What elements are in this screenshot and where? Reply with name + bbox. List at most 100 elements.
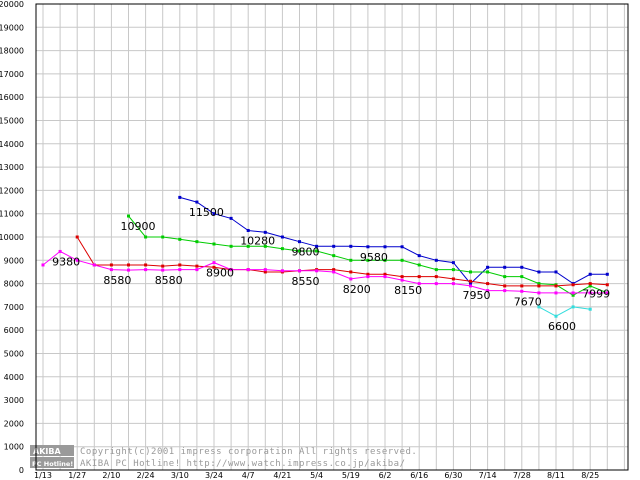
data-label: 7950 (463, 289, 491, 302)
series-point-0 (178, 195, 182, 199)
series-point-1 (263, 244, 267, 248)
series-point-3 (298, 269, 301, 273)
series-point-0 (212, 212, 216, 216)
series-point-0 (298, 240, 301, 244)
series-point-3 (469, 284, 472, 288)
data-label: 9580 (360, 251, 388, 264)
series-point-2 (451, 277, 455, 281)
series-point-1 (434, 268, 438, 272)
data-labels: 9380 8580 10900 8580 11500 8900 10280 9800 8550 9… (52, 206, 610, 333)
series-point-3 (417, 282, 421, 286)
data-label: 7999 (582, 288, 610, 301)
series-point-0 (451, 261, 455, 265)
akiba-logo-bottom-bg (30, 457, 74, 468)
x-tick-label: 1/13 (34, 471, 52, 480)
series-point-2 (212, 265, 216, 269)
series-point-1 (212, 242, 216, 246)
y-tick-label: 3000 (4, 396, 24, 405)
akiba-logo-top-bg (30, 445, 74, 456)
series-point-0 (246, 228, 250, 232)
y-tick-label: 8000 (4, 280, 24, 289)
series-point-2 (109, 263, 113, 267)
series-point-2 (144, 263, 148, 267)
series-point-3 (161, 268, 165, 272)
series-point-1 (298, 249, 301, 253)
series-point-1 (588, 284, 592, 288)
series-point-3 (588, 291, 592, 295)
series-point-3 (58, 249, 62, 253)
series-point-2 (537, 284, 541, 288)
series-point-0 (332, 244, 336, 248)
y-tick-label: 11000 (0, 210, 24, 219)
series-point-3 (315, 269, 319, 273)
x-axis-ticks: 1/13 1/27 2/10 2/24 3/10 3/24 4/7 4/21 5/4 5/19 6/… (34, 471, 599, 480)
series-point-4 (554, 314, 558, 318)
series-point-3 (520, 289, 524, 293)
series-point-1 (383, 258, 387, 262)
akiba-logo-bottom: PC Hotline! (32, 460, 73, 468)
x-tick-label: 2/10 (102, 471, 120, 480)
data-label: 8580 (103, 274, 131, 287)
data-label: 8900 (206, 267, 234, 280)
series-point-2 (486, 282, 490, 286)
series-point-1 (400, 258, 404, 262)
series-point-3 (178, 268, 182, 272)
series-point-0 (503, 265, 507, 269)
series-point-3 (434, 282, 438, 286)
series-point-0 (434, 258, 438, 262)
series-point-2 (520, 284, 524, 288)
data-label: 7670 (514, 295, 542, 308)
x-tick-label: 5/19 (342, 471, 360, 480)
series-point-3 (332, 270, 336, 274)
series-point-2 (195, 264, 199, 268)
series-point-2 (127, 263, 130, 267)
y-tick-label: 20000 (0, 0, 24, 9)
series-point-3 (109, 268, 113, 272)
series-point-2 (263, 270, 267, 274)
series-point-3 (92, 263, 96, 267)
series-point-3 (605, 291, 609, 295)
series-point-1 (571, 293, 575, 297)
akiba-logo-top: AKIBA (33, 447, 61, 456)
y-tick-label: 13000 (0, 163, 24, 172)
grid (36, 3, 628, 471)
series-point-1 (229, 244, 233, 248)
y-tick-label: 19000 (0, 23, 24, 32)
series-line-4 (538, 306, 591, 317)
series-point-1 (178, 237, 182, 241)
series-point-0 (229, 216, 233, 220)
x-tick-label: 3/10 (171, 471, 189, 480)
series-point-3 (486, 289, 490, 293)
series-point-1 (486, 270, 490, 274)
series-point-1 (161, 235, 165, 239)
series-point-1 (520, 275, 524, 279)
y-tick-label: 1000 (4, 443, 24, 452)
series-point-2 (349, 270, 353, 274)
data-label: 8550 (292, 275, 320, 288)
data-label: 10280 (240, 234, 275, 247)
x-tick-label: 7/28 (513, 471, 531, 480)
series-point-0 (366, 245, 370, 249)
series-point-3 (144, 268, 148, 272)
series-point-2 (400, 275, 404, 279)
watermark: AKIBA PC Hotline! Copyright(c)2001 impre… (30, 445, 417, 469)
x-tick-label: 8/11 (547, 471, 565, 480)
data-label: 11500 (189, 206, 224, 219)
series-point-1 (195, 240, 199, 244)
series-point-0 (315, 244, 319, 248)
series-point-3 (400, 278, 404, 282)
series-point-3 (366, 275, 370, 279)
y-tick-label: 6000 (4, 326, 24, 335)
x-tick-label: 2/24 (137, 471, 155, 480)
series-point-3 (554, 291, 558, 295)
series-point-3 (451, 282, 455, 286)
y-tick-label: 0 (19, 466, 24, 475)
series-point-1 (451, 268, 455, 272)
series-point-1 (332, 254, 336, 258)
series-point-2 (469, 279, 472, 283)
series-point-4 (537, 305, 541, 309)
y-tick-label: 10000 (0, 233, 24, 242)
series-point-0 (400, 245, 404, 249)
series-point-0 (280, 235, 284, 239)
